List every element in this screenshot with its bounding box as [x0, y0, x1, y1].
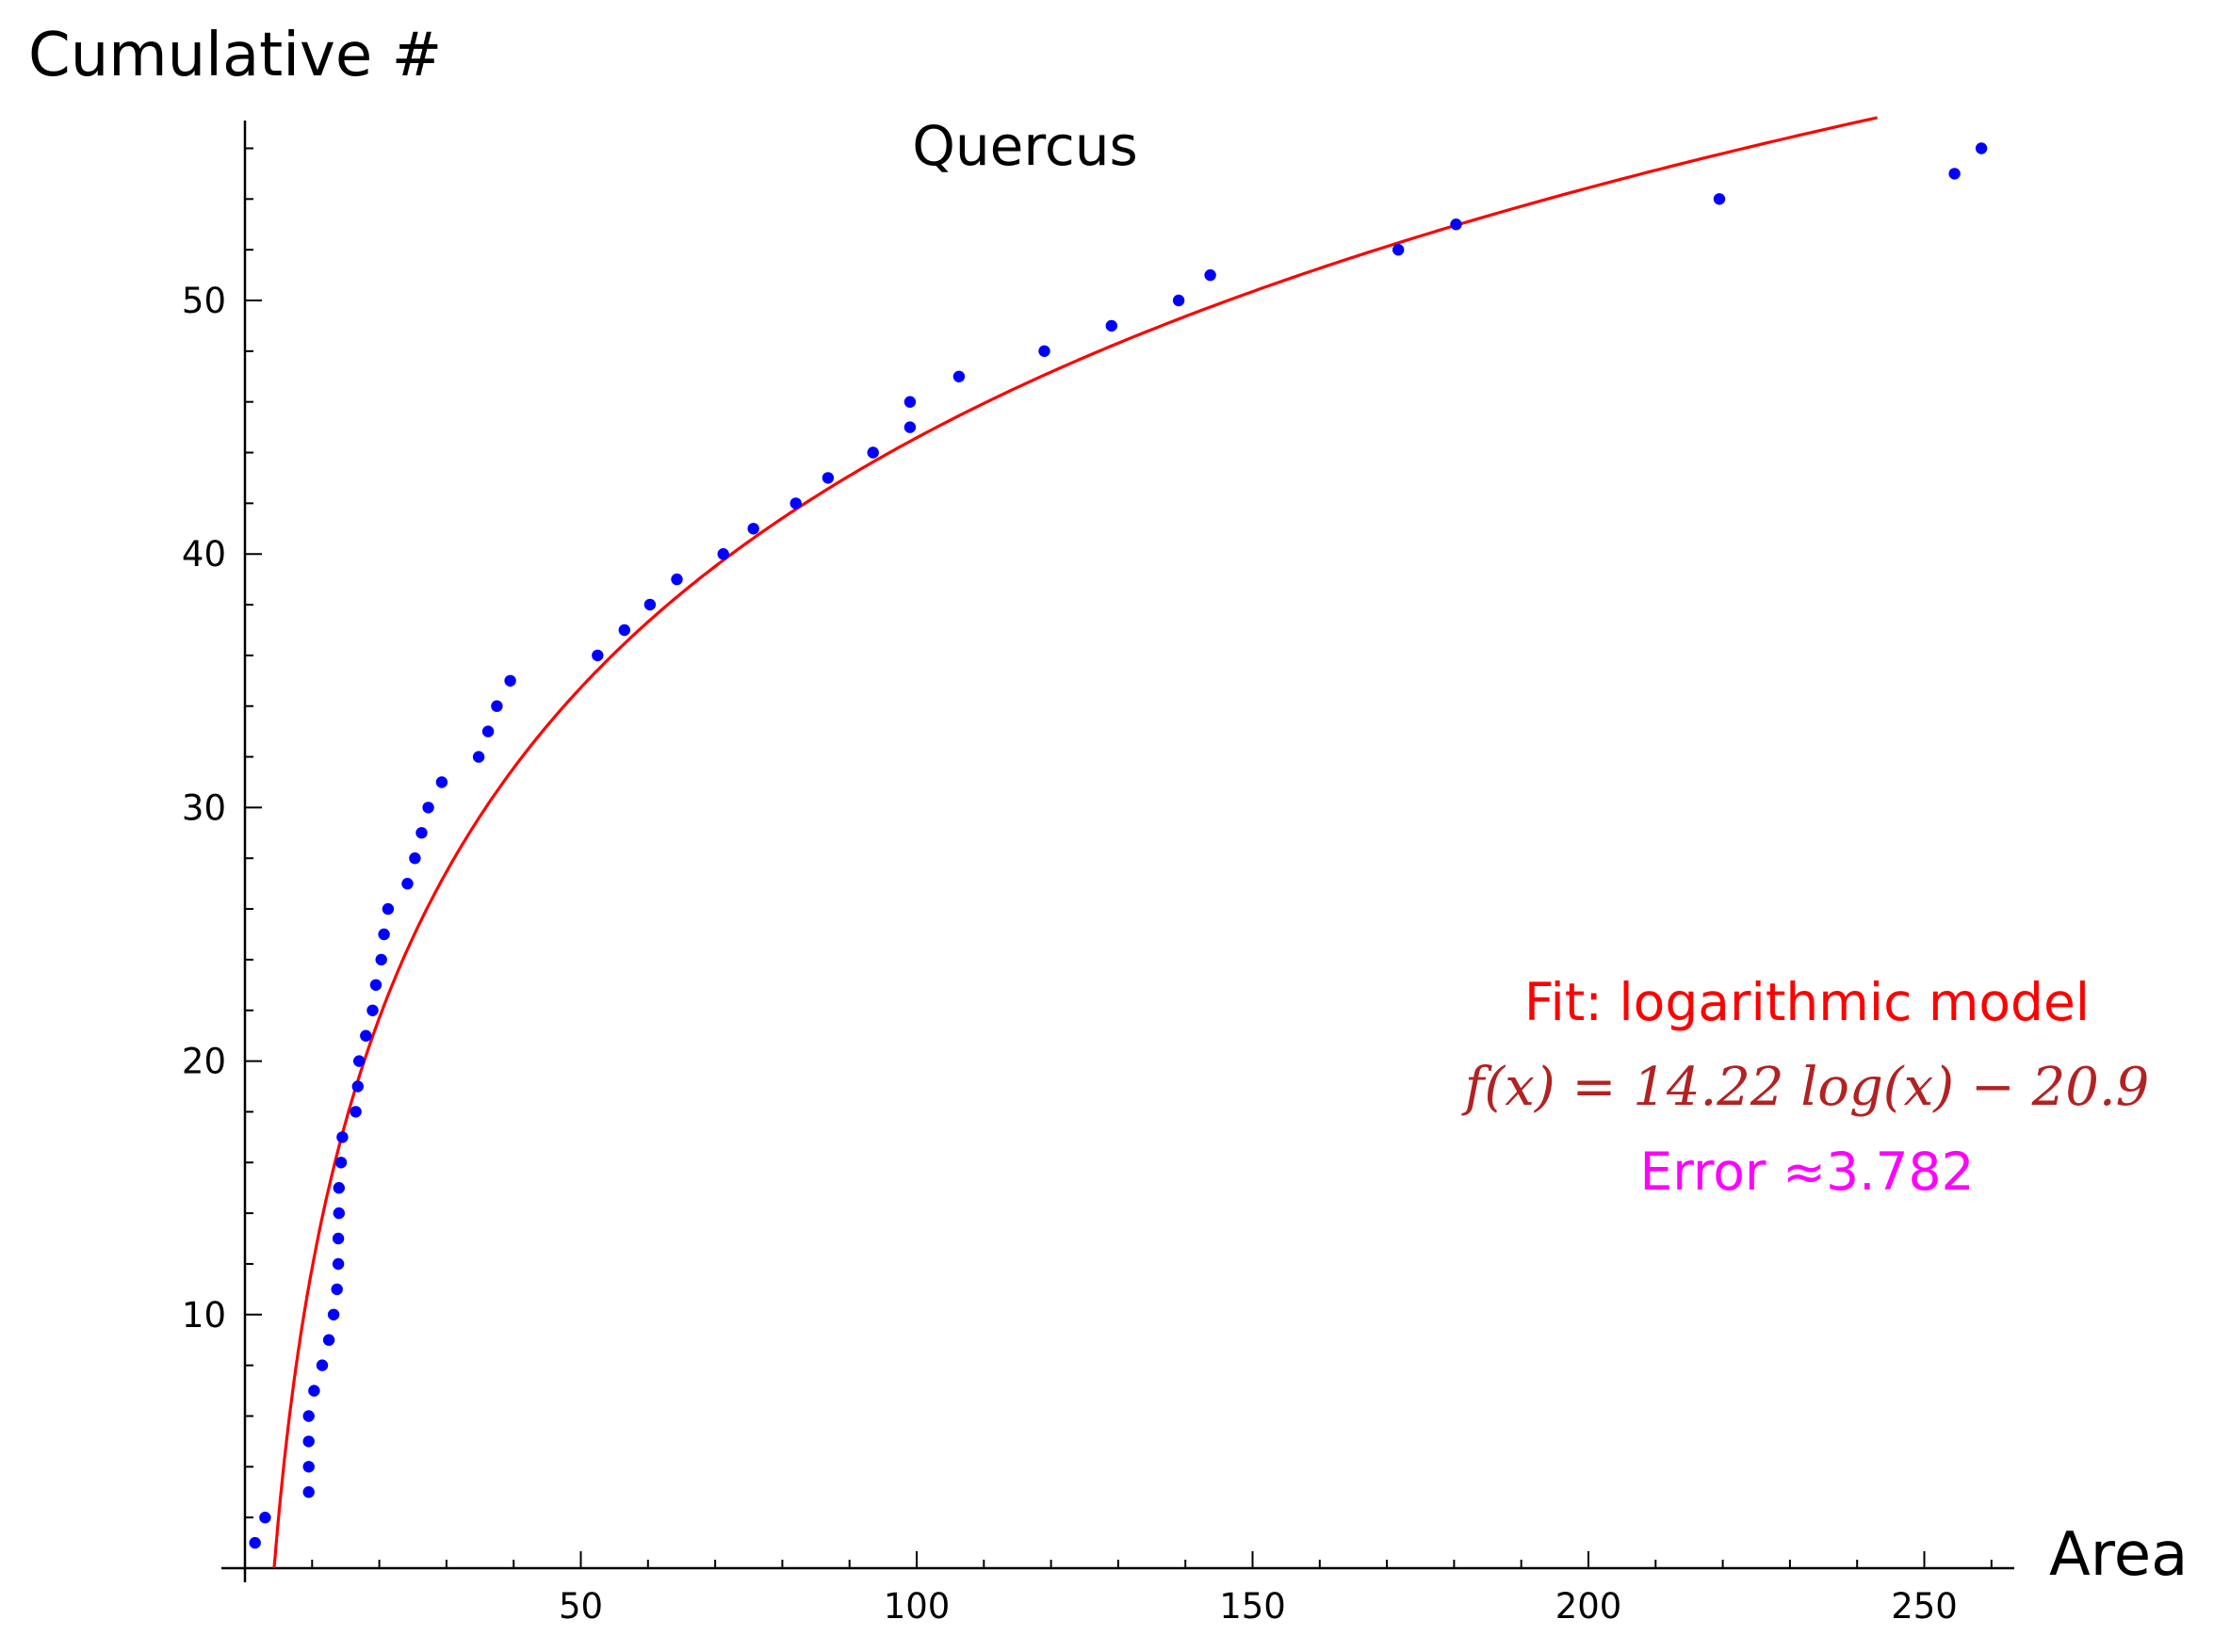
data-point — [415, 827, 428, 839]
y-tick-label: 30 — [182, 787, 226, 828]
x-tick-label: 250 — [1891, 1586, 1958, 1627]
data-point — [1450, 219, 1462, 231]
y-axis-title: Cumulative # — [28, 21, 442, 90]
data-point — [409, 852, 421, 865]
data-point — [375, 953, 387, 966]
data-point — [360, 1029, 372, 1042]
data-point — [333, 1207, 345, 1220]
data-point — [643, 598, 657, 611]
data-point — [316, 1359, 329, 1371]
data-point — [1105, 319, 1118, 332]
data-point — [1713, 193, 1726, 205]
data-point — [747, 523, 759, 535]
data-point — [867, 446, 879, 459]
data-point — [472, 751, 485, 763]
x-tick-label: 100 — [884, 1586, 951, 1627]
data-point — [332, 1257, 345, 1271]
data-point — [382, 902, 395, 915]
axes — [221, 121, 2014, 1582]
y-tick-label: 20 — [182, 1042, 226, 1082]
data-point — [790, 497, 802, 510]
y-tick-label: 50 — [182, 281, 226, 321]
data-point — [904, 421, 917, 433]
data-point — [1172, 294, 1185, 307]
data-point — [504, 674, 516, 687]
data-point — [717, 548, 729, 560]
y-tick-label: 10 — [182, 1295, 226, 1336]
data-point — [952, 370, 966, 382]
data-point — [904, 396, 917, 408]
data-point — [334, 1157, 348, 1169]
tick-labels: 50 100 150 200 250 10 20 30 40 50 — [182, 281, 1958, 1627]
fit-error-label: Error ≈3.782 — [1639, 1142, 1974, 1202]
data-point — [259, 1512, 271, 1524]
data-point — [378, 928, 390, 941]
x-tick-label: 150 — [1219, 1586, 1286, 1627]
fit-layer — [272, 116, 1878, 1568]
data-point — [1204, 268, 1216, 282]
fit-model-label: Fit: logarithmic model — [1524, 972, 2090, 1032]
data-point — [336, 1131, 349, 1143]
fit-curve — [272, 116, 1878, 1568]
data-point — [351, 1080, 364, 1093]
x-tick-label: 200 — [1555, 1586, 1622, 1627]
data-point — [333, 1182, 345, 1194]
data-point — [327, 1308, 340, 1321]
data-point — [249, 1536, 261, 1549]
data-point — [481, 725, 495, 737]
data-point — [1975, 142, 1988, 154]
data-point — [353, 1055, 366, 1067]
data-point — [491, 700, 503, 712]
data-point — [331, 1283, 343, 1296]
data-points — [249, 142, 1988, 1549]
data-point — [350, 1106, 362, 1118]
data-point — [302, 1410, 315, 1422]
data-point — [1392, 244, 1405, 256]
data-point — [332, 1232, 345, 1245]
x-axis-title: Area — [2049, 1520, 2188, 1590]
data-point — [366, 1004, 379, 1017]
data-point — [435, 776, 448, 788]
data-point — [822, 472, 835, 484]
data-point — [1038, 345, 1050, 357]
data-point — [422, 802, 434, 814]
x-tick-label: 50 — [559, 1586, 603, 1627]
data-point — [592, 649, 604, 662]
data-point — [302, 1486, 315, 1498]
data-point — [322, 1334, 335, 1346]
data-point — [1948, 168, 1961, 180]
y-tick-label: 40 — [182, 534, 226, 575]
data-point — [401, 878, 414, 890]
data-point — [302, 1461, 315, 1473]
data-point — [369, 979, 383, 992]
data-point — [618, 624, 630, 637]
fit-equation: f(x) = 14.22 log(x) − 20.9 — [1461, 1057, 2150, 1118]
data-point — [671, 573, 683, 586]
chart-title: Quercus — [912, 114, 1138, 178]
data-point — [308, 1385, 320, 1397]
data-point — [302, 1435, 315, 1448]
